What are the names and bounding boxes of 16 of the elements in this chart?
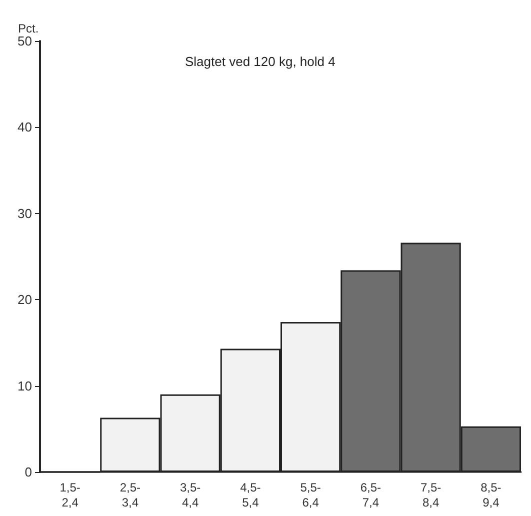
x-tick-label: 1,5- 2,4: [60, 480, 80, 510]
x-tick-label: 7,5- 8,4: [420, 480, 442, 510]
y-tick-label: 50: [18, 34, 32, 48]
y-tick-label: 30: [18, 206, 32, 221]
y-tick-label: 20: [18, 292, 32, 308]
x-tick-label: 8,5- 9,4: [480, 480, 502, 510]
x-tick-label: 6,5- 7,4: [360, 480, 382, 510]
y-axis-title: Pct.: [18, 22, 39, 36]
y-tick-label: 10: [18, 378, 32, 394]
x-tick-label: 5,5- 6,4: [300, 480, 321, 510]
x-tick-label: 4,5- 5,4: [240, 480, 261, 510]
y-tick-label: 40: [18, 120, 32, 135]
y-tick-label: 0: [24, 464, 32, 480]
text: Slagtet ved 120 kg, hold 4: [185, 54, 336, 69]
x-tick-label: 3,5- 4,4: [180, 480, 201, 510]
x-tick-label: 2,5- 3,4: [120, 480, 141, 510]
